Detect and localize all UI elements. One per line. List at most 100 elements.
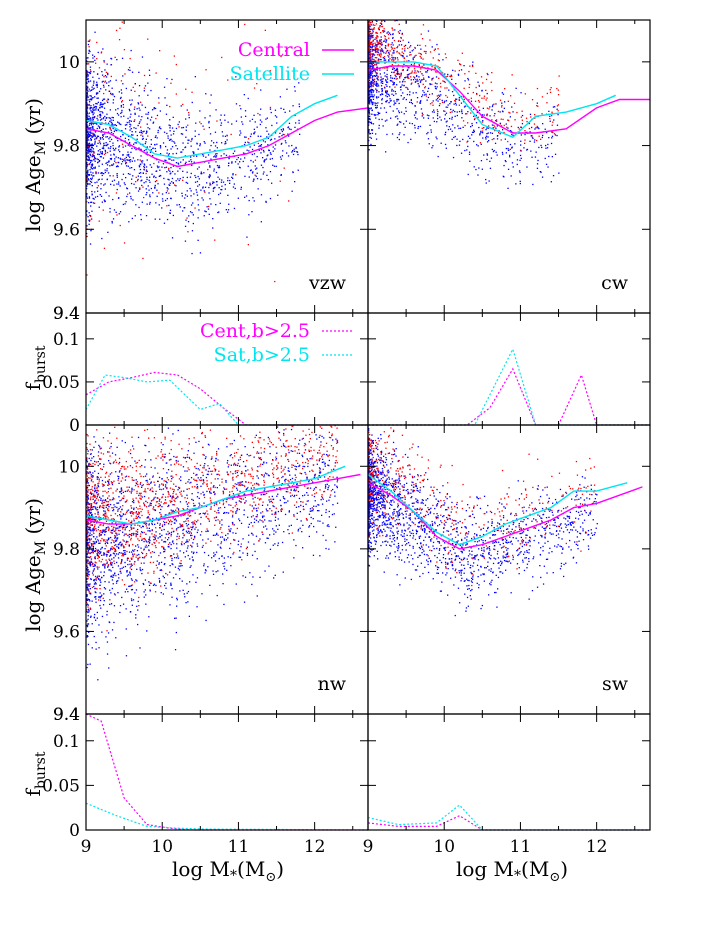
- scatter-point: [86, 595, 88, 597]
- scatter-point: [264, 472, 267, 474]
- scatter-point: [191, 230, 194, 232]
- scatter-point: [98, 114, 101, 116]
- scatter-point: [255, 516, 257, 518]
- scatter-point: [182, 529, 184, 531]
- scatter-point: [410, 138, 412, 140]
- scatter-point: [262, 516, 264, 519]
- scatter-point: [452, 156, 455, 159]
- scatter-point: [262, 166, 264, 169]
- scatter-point: [151, 543, 153, 545]
- scatter-point: [368, 117, 370, 119]
- scatter-point: [153, 497, 155, 499]
- scatter-point: [87, 506, 89, 508]
- scatter-point: [171, 418, 172, 419]
- scatter-point: [128, 108, 130, 111]
- scatter-point: [94, 519, 97, 522]
- scatter-point: [121, 143, 124, 145]
- scatter-point: [90, 154, 92, 157]
- scatter-point: [399, 77, 401, 79]
- scatter-point: [397, 71, 399, 73]
- scatter-point: [101, 174, 103, 177]
- scatter-point: [149, 146, 151, 148]
- scatter-point: [199, 145, 201, 147]
- scatter-point: [185, 88, 187, 90]
- scatter-point: [90, 578, 92, 581]
- scatter-point: [169, 521, 171, 523]
- scatter-point: [103, 147, 105, 150]
- scatter-point: [449, 103, 451, 105]
- scatter-point: [227, 194, 229, 196]
- scatter-point: [181, 195, 183, 197]
- scatter-point: [368, 93, 370, 95]
- scatter-point: [199, 121, 201, 123]
- scatter-point: [493, 138, 495, 140]
- scatter-point: [454, 135, 456, 138]
- scatter-point: [92, 202, 95, 204]
- scatter-point: [396, 78, 398, 80]
- scatter-point: [376, 51, 378, 53]
- scatter-point: [101, 500, 104, 502]
- y-tick-label: 0.05: [42, 373, 80, 393]
- scatter-point: [259, 123, 261, 126]
- scatter-point: [370, 37, 372, 39]
- scatter-point: [99, 137, 101, 139]
- scatter-point: [395, 69, 397, 71]
- scatter-point: [136, 481, 139, 483]
- scatter-point: [386, 49, 388, 52]
- scatter-point: [110, 75, 112, 78]
- scatter-point: [391, 63, 393, 66]
- scatter-point: [91, 534, 93, 536]
- scatter-point: [215, 204, 217, 206]
- scatter-point: [378, 28, 380, 30]
- scatter-point: [190, 190, 192, 192]
- scatter-point: [435, 76, 438, 78]
- scatter-point: [186, 109, 188, 111]
- scatter-point: [244, 141, 246, 144]
- scatter-point: [410, 63, 413, 66]
- scatter-point: [244, 136, 246, 138]
- scatter-point: [374, 83, 376, 85]
- scatter-point: [172, 153, 174, 155]
- scatter-point: [175, 180, 177, 182]
- scatter-point: [269, 70, 271, 72]
- scatter-point: [93, 112, 95, 114]
- scatter-point: [368, 94, 370, 96]
- scatter-point: [154, 591, 157, 593]
- scatter-point: [207, 465, 209, 467]
- scatter-point: [385, 84, 387, 86]
- scatter-point: [126, 124, 128, 126]
- scatter-point: [136, 531, 139, 533]
- scatter-point: [514, 119, 516, 121]
- scatter-point: [245, 115, 247, 117]
- scatter-point: [368, 17, 369, 18]
- scatter-point: [402, 66, 404, 68]
- scatter-point: [430, 69, 433, 71]
- scatter-point: [104, 563, 106, 565]
- scatter-point: [99, 448, 101, 450]
- scatter-point: [249, 146, 251, 148]
- scatter-point: [86, 625, 89, 627]
- scatter-point: [86, 74, 88, 76]
- scatter-point: [104, 200, 106, 202]
- scatter-point: [490, 157, 493, 159]
- scatter-point: [86, 201, 88, 203]
- scatter-point: [264, 141, 266, 143]
- scatter-point: [110, 570, 112, 572]
- scatter-point: [259, 519, 261, 521]
- scatter-point: [468, 70, 470, 73]
- scatter-point: [161, 506, 163, 508]
- scatter-point: [179, 206, 181, 208]
- scatter-point: [249, 135, 252, 138]
- scatter-point: [145, 194, 147, 196]
- scatter-point: [205, 515, 207, 518]
- scatter-point: [296, 151, 299, 153]
- scatter-point: [368, 100, 371, 102]
- scatter-point: [111, 222, 113, 224]
- scatter-point: [135, 204, 137, 206]
- scatter-point: [99, 156, 102, 158]
- scatter-point: [456, 111, 458, 113]
- scatter-point: [468, 153, 471, 155]
- scatter-point: [369, 133, 371, 135]
- scatter-point: [160, 175, 162, 177]
- scatter-point: [524, 93, 526, 95]
